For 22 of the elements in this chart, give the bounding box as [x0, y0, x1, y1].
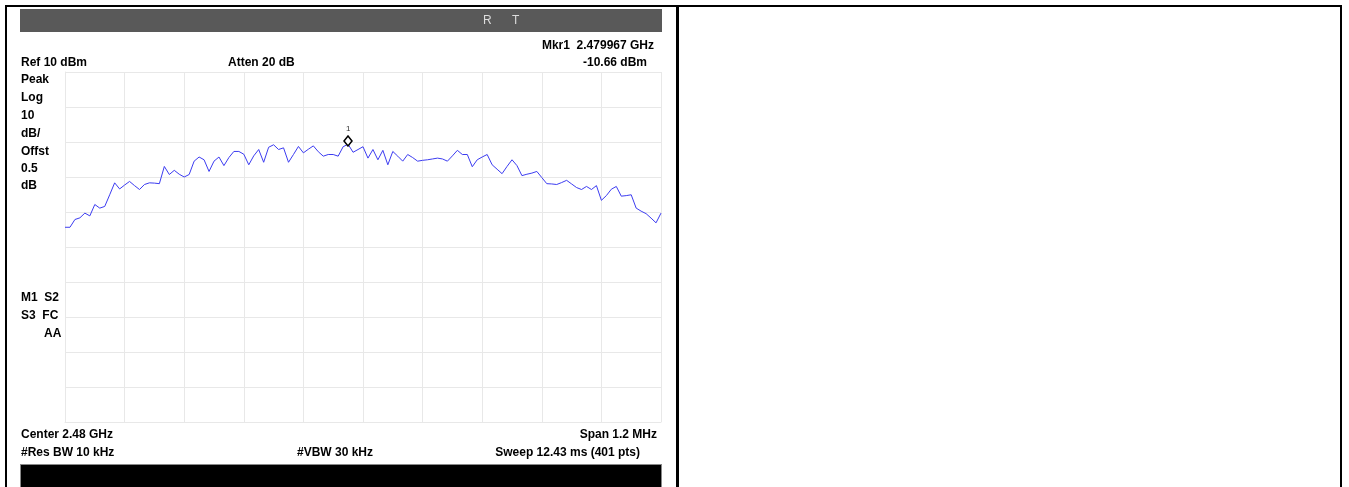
text: Sweep 12.43 ms (401 pts) — [495, 445, 640, 459]
text: S3 FC — [21, 308, 59, 322]
text: 1 — [346, 124, 351, 134]
text: T — [512, 13, 520, 27]
text: Log — [21, 90, 43, 104]
text: #Res BW 10 kHz — [21, 445, 115, 459]
text: -10.66 dBm — [582, 55, 647, 69]
text: Mkr1 2.479967 GHz — [541, 38, 654, 52]
text: M1 S2 — [21, 290, 60, 304]
text: R — [483, 13, 492, 27]
text: Peak — [21, 72, 50, 86]
text: dB — [21, 178, 37, 192]
text: Ref 10 dBm — [21, 55, 88, 69]
text: Span 1.2 MHz — [579, 427, 657, 441]
text: dB/ — [21, 126, 41, 140]
text: Offst — [21, 144, 49, 158]
text: 10 — [21, 108, 35, 122]
text: Center 2.48 GHz — [21, 427, 114, 441]
text: AA — [44, 326, 62, 340]
text: 0.5 — [21, 161, 38, 175]
text: #VBW 30 kHz — [297, 445, 374, 459]
text: Atten 20 dB — [228, 55, 295, 69]
